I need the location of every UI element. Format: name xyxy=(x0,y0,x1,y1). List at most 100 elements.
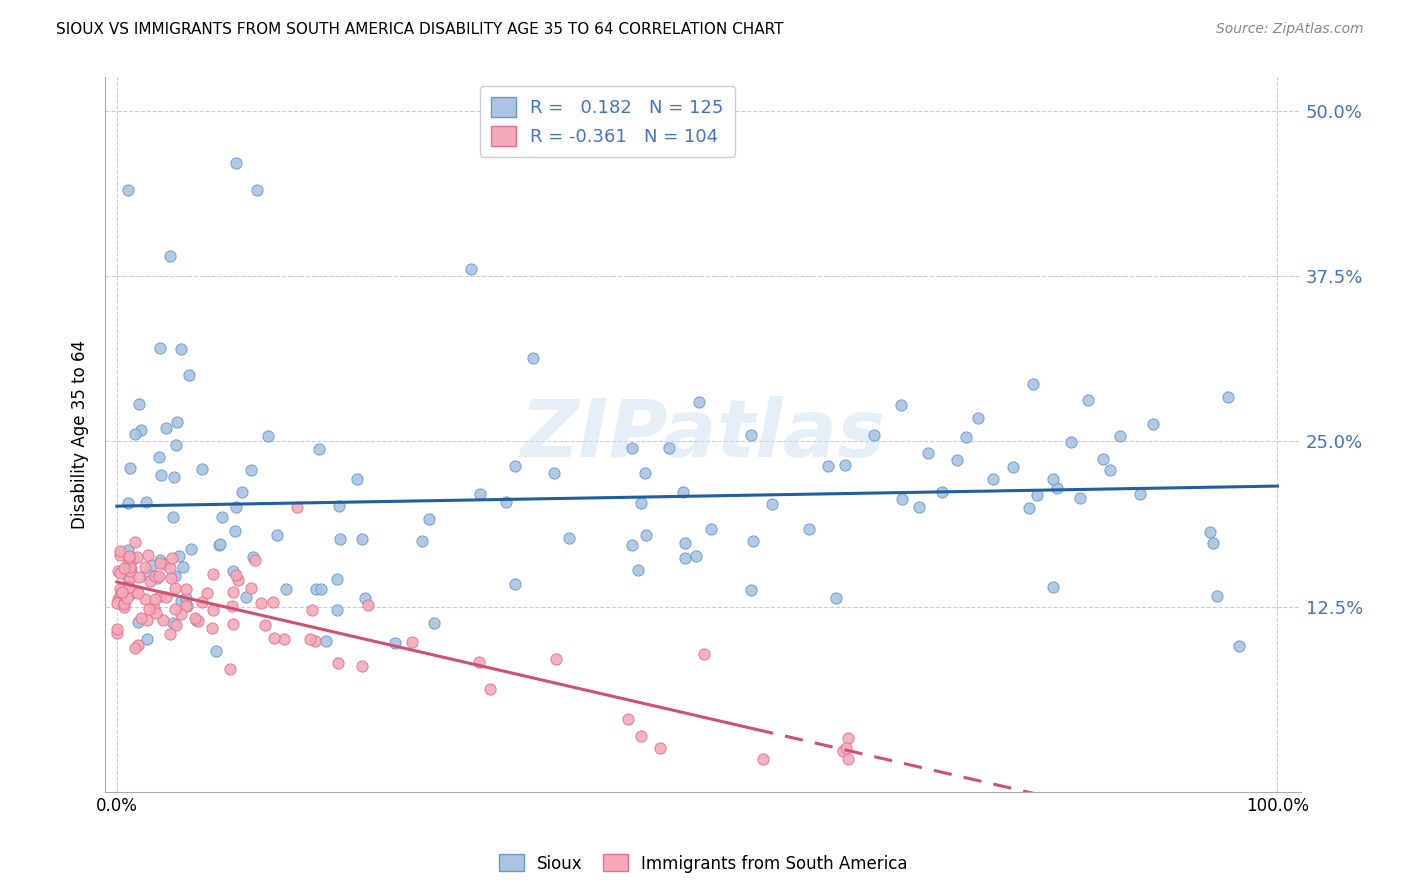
Point xyxy=(124,534,146,549)
Point xyxy=(180,542,202,557)
Point xyxy=(136,613,159,627)
Point xyxy=(165,438,187,452)
Point xyxy=(163,602,186,616)
Point xyxy=(107,564,129,578)
Text: ZIPatlas: ZIPatlas xyxy=(520,395,886,474)
Point xyxy=(221,599,243,613)
Point xyxy=(685,549,707,563)
Point xyxy=(112,600,135,615)
Point xyxy=(118,557,141,571)
Point xyxy=(224,524,246,538)
Point xyxy=(648,740,671,755)
Point xyxy=(208,537,231,551)
Point xyxy=(165,618,187,632)
Point xyxy=(675,535,697,549)
Point xyxy=(176,599,198,614)
Point xyxy=(673,550,696,565)
Point xyxy=(981,472,1004,486)
Point xyxy=(326,573,349,587)
Point xyxy=(557,531,579,545)
Point xyxy=(693,647,716,661)
Point xyxy=(544,652,567,666)
Point xyxy=(208,538,231,552)
Point xyxy=(174,582,197,596)
Point xyxy=(155,590,177,604)
Point xyxy=(401,635,423,649)
Point xyxy=(357,598,380,612)
Point xyxy=(326,656,349,670)
Point xyxy=(468,486,491,500)
Point xyxy=(1069,491,1091,506)
Point xyxy=(299,632,322,647)
Y-axis label: Disability Age 35 to 64: Disability Age 35 to 64 xyxy=(72,340,89,529)
Point xyxy=(159,249,181,263)
Point xyxy=(120,564,142,578)
Point xyxy=(166,415,188,429)
Point xyxy=(187,614,209,628)
Point xyxy=(1091,452,1114,467)
Point xyxy=(931,484,953,499)
Point xyxy=(346,472,368,486)
Point xyxy=(145,606,167,620)
Point xyxy=(118,580,141,594)
Point xyxy=(136,548,159,562)
Point xyxy=(134,592,156,607)
Point xyxy=(1199,525,1222,540)
Point xyxy=(148,450,170,464)
Point xyxy=(191,462,214,476)
Point xyxy=(105,625,128,640)
Point xyxy=(174,591,197,605)
Point xyxy=(112,597,135,611)
Point xyxy=(201,621,224,635)
Point xyxy=(170,342,193,356)
Point xyxy=(1142,417,1164,431)
Point xyxy=(191,595,214,609)
Point xyxy=(308,442,330,456)
Point xyxy=(834,458,856,472)
Point xyxy=(108,543,131,558)
Point xyxy=(118,560,141,574)
Point xyxy=(222,585,245,599)
Point xyxy=(468,656,491,670)
Point xyxy=(139,574,162,588)
Point xyxy=(142,600,165,615)
Point xyxy=(127,586,149,600)
Point xyxy=(384,635,406,649)
Point xyxy=(149,589,172,603)
Point xyxy=(141,558,163,572)
Point xyxy=(834,741,856,756)
Point xyxy=(159,627,181,641)
Point xyxy=(634,466,657,480)
Point xyxy=(222,617,245,632)
Point xyxy=(202,566,225,581)
Point xyxy=(1099,462,1122,476)
Point xyxy=(120,562,142,576)
Point xyxy=(219,662,242,676)
Point xyxy=(917,446,939,460)
Point xyxy=(159,571,181,585)
Point xyxy=(1018,500,1040,515)
Point xyxy=(128,397,150,411)
Text: SIOUX VS IMMIGRANTS FROM SOUTH AMERICA DISABILITY AGE 35 TO 64 CORRELATION CHART: SIOUX VS IMMIGRANTS FROM SOUTH AMERICA D… xyxy=(56,22,783,37)
Point xyxy=(966,410,988,425)
Point xyxy=(955,430,977,444)
Point xyxy=(149,556,172,570)
Point xyxy=(761,497,783,511)
Point xyxy=(117,558,139,572)
Text: Source: ZipAtlas.com: Source: ZipAtlas.com xyxy=(1216,22,1364,37)
Point xyxy=(1026,488,1049,502)
Point xyxy=(135,494,157,508)
Point xyxy=(226,574,249,588)
Point xyxy=(263,631,285,645)
Point xyxy=(1077,393,1099,408)
Point xyxy=(630,729,652,743)
Point xyxy=(797,522,820,536)
Point xyxy=(242,550,264,565)
Point xyxy=(825,591,848,605)
Point xyxy=(169,607,191,621)
Point xyxy=(225,567,247,582)
Point xyxy=(127,550,149,565)
Point xyxy=(522,351,544,366)
Point xyxy=(111,585,134,599)
Point xyxy=(1202,535,1225,549)
